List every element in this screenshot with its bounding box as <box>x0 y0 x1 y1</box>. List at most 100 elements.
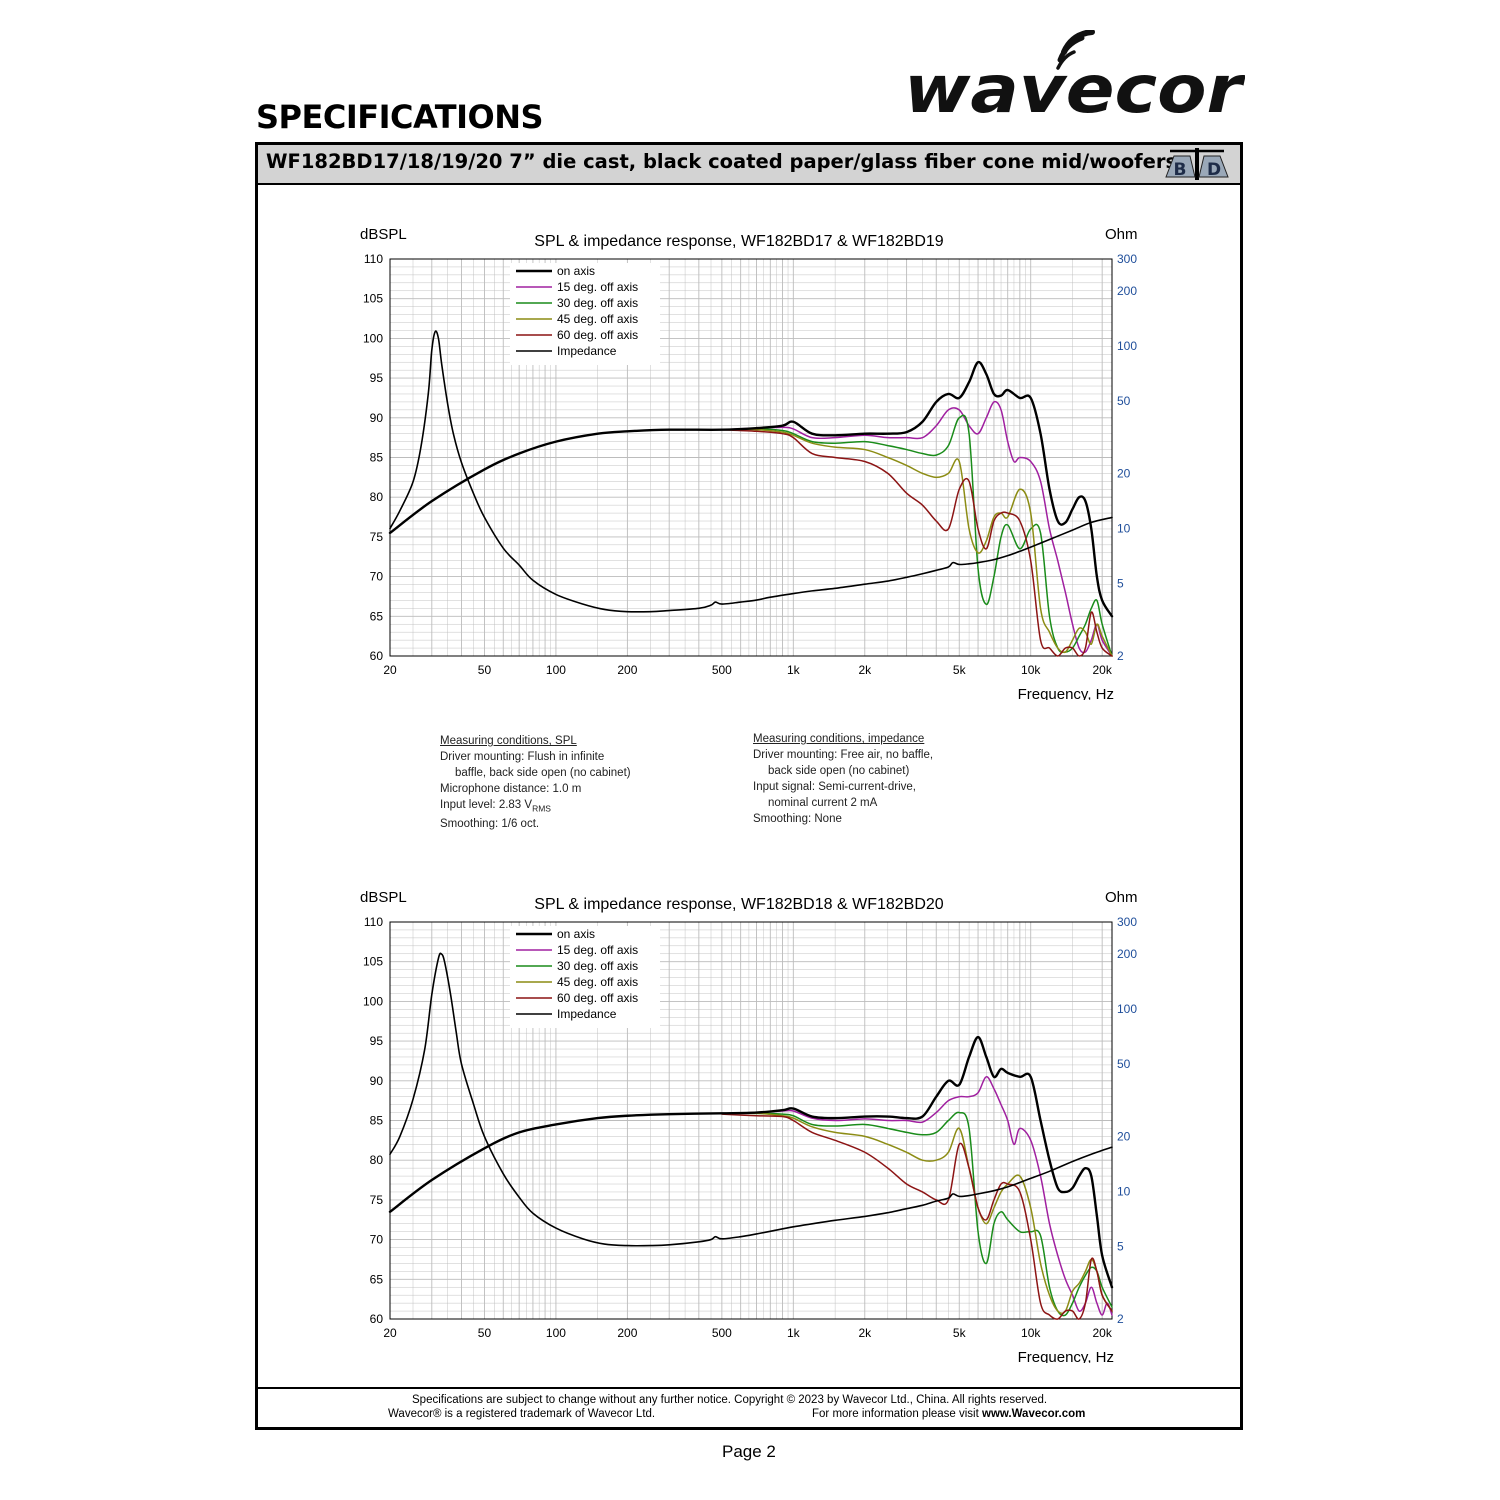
page-number: Page 2 <box>722 1442 776 1461</box>
product-title: WF182BD17/18/19/20 7” die cast, black co… <box>266 150 1178 173</box>
badge-d: D <box>1207 160 1221 180</box>
x-tick-label: 2k <box>858 1326 872 1340</box>
x-tick-label: 20 <box>383 663 397 677</box>
header-bar <box>258 145 1240 185</box>
spl-impedance-chart-1: 60 65 70 75 80 85 90 95 100 105 110 2 5 10 20 50 100 200 3… <box>360 226 1138 700</box>
plot-border <box>389 921 1113 1320</box>
footer-url-link[interactable]: www.Wavecor.com <box>982 1408 1086 1420</box>
chart-title: SPL & impedance response, WF182BD18 & WF… <box>534 896 943 913</box>
impedance-signal-line-2: nominal current 2 mA <box>768 797 878 809</box>
wavecor-logo: wavecor <box>904 30 1245 125</box>
legend-label: 45 deg. off axis <box>557 975 638 989</box>
y-tick-label: 100 <box>363 994 383 1008</box>
legend-label: 30 deg. off axis <box>557 296 638 310</box>
x-tick-label: 50 <box>478 663 492 677</box>
y2-tick-label: 200 <box>1117 947 1137 961</box>
x-tick-label: 1k <box>787 663 801 677</box>
x-tick-label: 500 <box>712 663 732 677</box>
spl-conditions-heading: Measuring conditions, SPL <box>440 735 577 747</box>
spl-mic-distance: Microphone distance: 1.0 m <box>440 783 582 795</box>
x-tick-label: 20k <box>1092 1326 1112 1340</box>
y-tick-label: 60 <box>370 1312 384 1326</box>
x-tick-label: 200 <box>617 663 637 677</box>
series-60-deg-off-axis <box>721 428 1113 657</box>
y-tick-label: 95 <box>370 371 384 385</box>
x-tick-label: 2k <box>858 663 872 677</box>
y-tick-label: 110 <box>364 252 383 266</box>
y-tick-label: 90 <box>370 1074 384 1088</box>
footer-more-info: For more information please visit www.Wa… <box>812 1408 1085 1420</box>
series-lines <box>388 330 1114 657</box>
series-impedance <box>389 952 1113 1247</box>
x-tick-label: 100 <box>546 663 566 677</box>
x-tick-label: 500 <box>712 1326 732 1340</box>
x-tick-label: 5k <box>953 663 967 677</box>
impedance-signal-line-1: Input signal: Semi-current-drive, <box>753 781 916 793</box>
x-axis-label: Frequency, Hz <box>1018 1349 1114 1363</box>
y-tick-label: 85 <box>370 1114 384 1128</box>
spl-conditions: Measuring conditions, SPL Driver mountin… <box>440 733 631 832</box>
x-axis-label: Frequency, Hz <box>1018 686 1114 700</box>
footer-divider <box>258 1387 1240 1389</box>
page-title: SPECIFICATIONS <box>256 98 544 136</box>
spl-mount-line-2: baffle, back side open (no cabinet) <box>455 767 631 779</box>
series-15-deg-off-axis <box>721 400 1113 657</box>
series-impedance <box>389 330 1113 613</box>
legend-box <box>510 263 660 365</box>
series-on-axis <box>388 360 1114 618</box>
legend-label: on axis <box>557 927 595 941</box>
y-tick-label: 110 <box>364 915 383 929</box>
y-tick-label: 80 <box>370 1153 384 1167</box>
y2-tick-label: 2 <box>1117 649 1124 663</box>
legend-label: 15 deg. off axis <box>557 943 638 957</box>
spl-input-level-text: Input level: 2.83 V <box>440 799 533 811</box>
legend-label: Impedance <box>557 344 617 358</box>
y-tick-label: 65 <box>370 609 384 623</box>
y-tick-label: 105 <box>363 292 383 306</box>
legend-label: 60 deg. off axis <box>557 991 638 1005</box>
footer-notice: Specifications are subject to change wit… <box>412 1394 1048 1406</box>
y2-tick-label: 50 <box>1117 1057 1131 1071</box>
impedance-smoothing: Smoothing: None <box>753 813 842 825</box>
logo-text: wavecor <box>904 51 1245 125</box>
y-tick-label: 85 <box>370 451 384 465</box>
y-tick-label: 105 <box>363 955 383 969</box>
y2-tick-label: 2 <box>1117 1312 1124 1326</box>
footer-more-text: For more information please visit <box>812 1408 983 1420</box>
y2-tick-label: 200 <box>1117 284 1137 298</box>
y2-axis-label: Ohm <box>1105 889 1138 906</box>
impedance-mount-line-2: back side open (no cabinet) <box>768 765 910 777</box>
y2-tick-label: 20 <box>1117 467 1131 481</box>
y-tick-label: 80 <box>370 490 384 504</box>
series-on-axis <box>388 1035 1114 1289</box>
y2-tick-label: 20 <box>1117 1130 1131 1144</box>
legend-label: Impedance <box>557 1007 617 1021</box>
y2-tick-label: 50 <box>1117 394 1131 408</box>
y-tick-label: 75 <box>370 530 384 544</box>
series-45-deg-off-axis <box>721 428 1113 657</box>
chart-title: SPL & impedance response, WF182BD17 & WF… <box>534 233 943 250</box>
legend-label: 45 deg. off axis <box>557 312 638 326</box>
y-tick-label: 65 <box>370 1272 384 1286</box>
impedance-mount-line-1: Driver mounting: Free air, no baffle, <box>753 749 934 761</box>
x-tick-label: 5k <box>953 1326 967 1340</box>
y2-axis-label: Ohm <box>1105 226 1138 243</box>
legend-label: 15 deg. off axis <box>557 280 638 294</box>
series-lines <box>388 952 1114 1320</box>
series-30-deg-off-axis <box>721 1111 1113 1317</box>
x-tick-label: 1k <box>787 1326 801 1340</box>
y2-tick-label: 5 <box>1117 1239 1124 1253</box>
y-axis-label: dBSPL <box>360 226 407 243</box>
x-tick-label: 10k <box>1021 1326 1041 1340</box>
y-tick-label: 70 <box>370 1233 384 1247</box>
y-tick-label: 60 <box>370 649 384 663</box>
impedance-conditions-heading: Measuring conditions, impedance <box>753 733 925 745</box>
spl-input-level: Input level: 2.83 VRMS <box>440 797 631 816</box>
legend-label: 30 deg. off axis <box>557 959 638 973</box>
y-tick-label: 90 <box>370 411 384 425</box>
series-15-deg-off-axis <box>721 1076 1113 1316</box>
x-tick-label: 100 <box>546 1326 566 1340</box>
badge-b: B <box>1174 160 1187 180</box>
series-45-deg-off-axis <box>721 1112 1113 1315</box>
y-tick-label: 95 <box>370 1034 384 1048</box>
